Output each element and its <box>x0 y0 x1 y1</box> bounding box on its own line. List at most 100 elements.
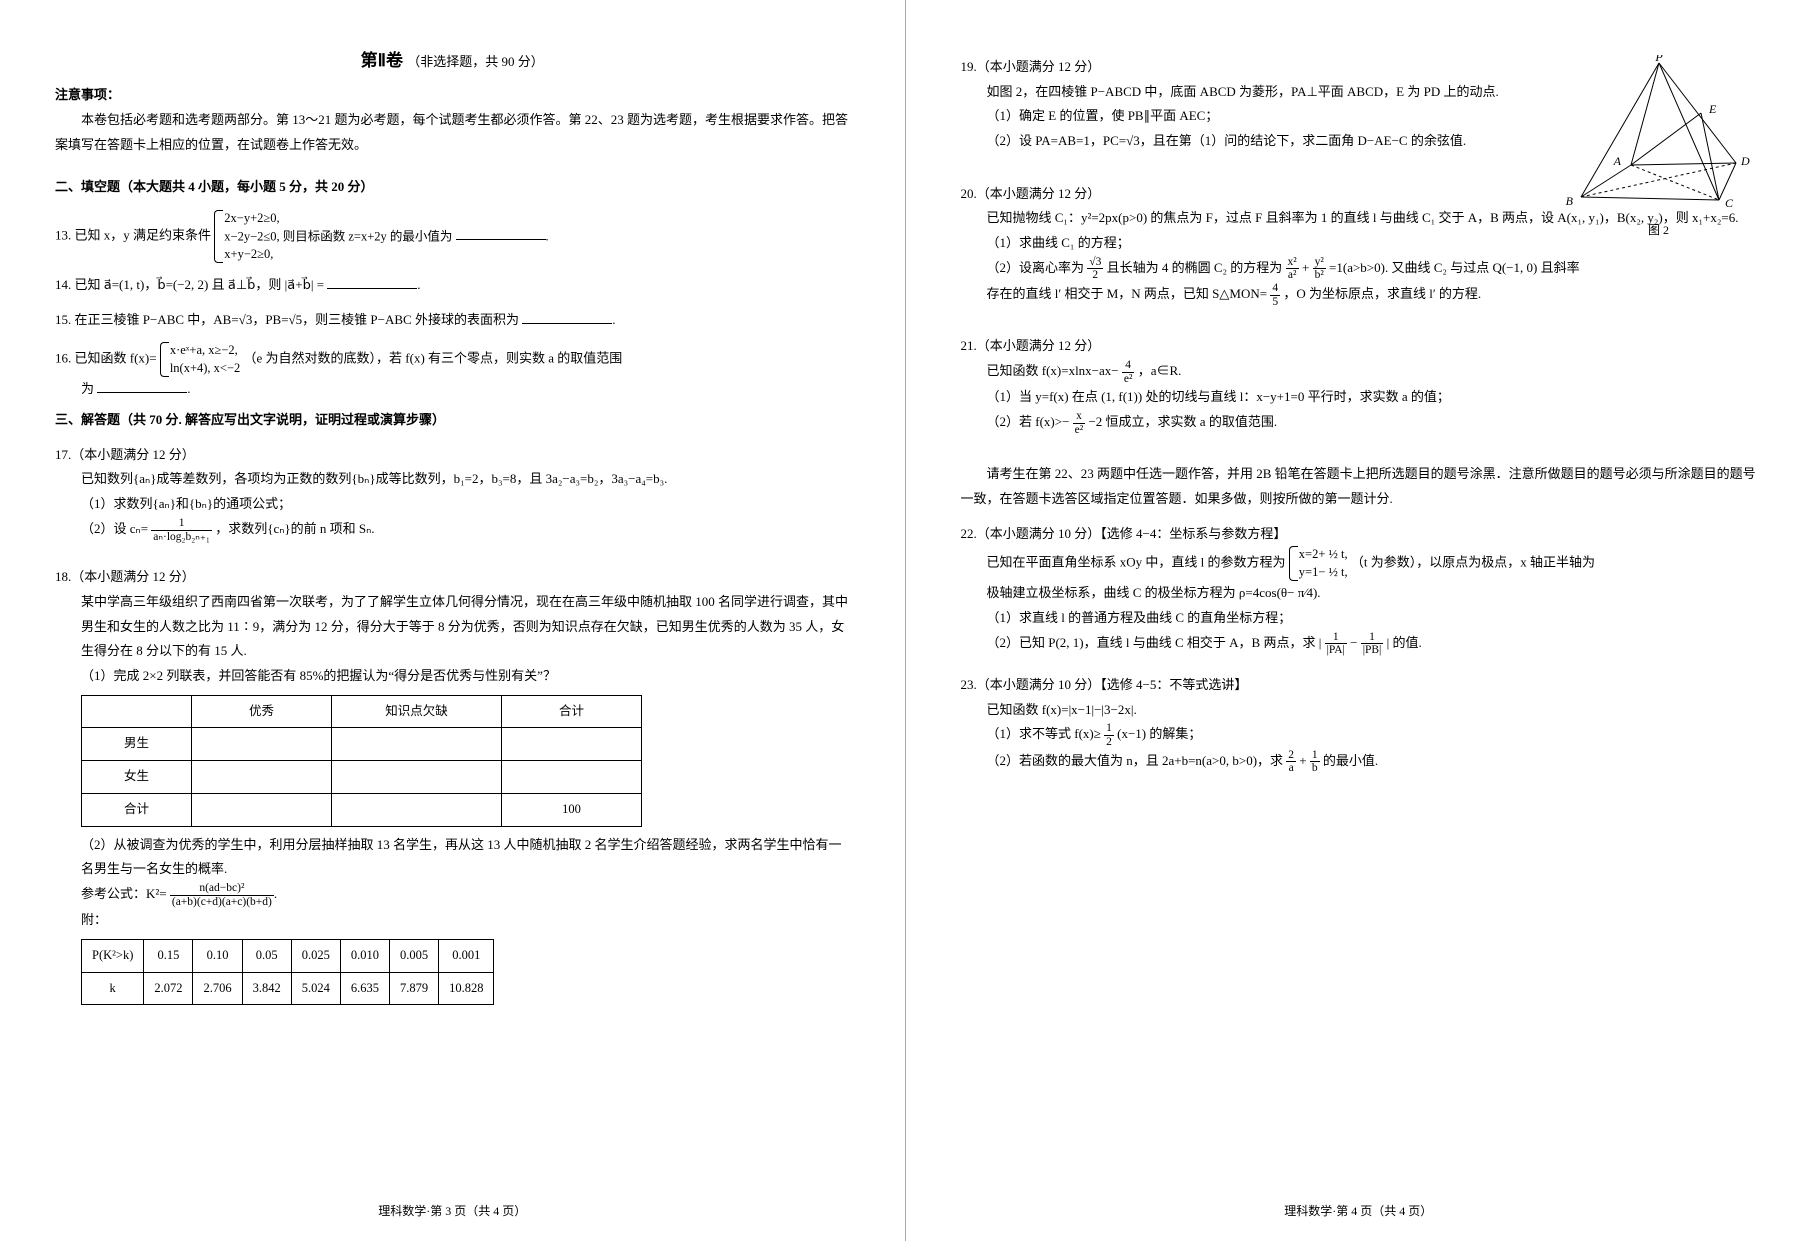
q22-2-abs: | 1|PA| − 1|PB| | <box>1319 635 1389 650</box>
q17-2-num: 1 <box>151 517 212 531</box>
q22-param-bot: y=1− ½ t, <box>1299 564 1348 582</box>
q21-2-post: −2 恒成立，求实数 a 的取值范围. <box>1088 414 1277 429</box>
q14-period: . <box>417 277 420 292</box>
q20-ell-t1d: a² <box>1286 269 1299 282</box>
question-17: 17.（本小题满分 12 分） 已知数列{aₙ}成等差数列，各项均为正数的数列{… <box>55 443 850 543</box>
q20-ell-plus: + <box>1302 260 1309 275</box>
q21-sub-1: （1）当 y=f(x) 在点 (1, f(1)) 处的切线与直线 l：x−y+1… <box>987 385 1757 410</box>
pv-h3: 0.05 <box>242 939 291 972</box>
q23-t2d: b <box>1310 762 1320 775</box>
q21-2-pre: （2）若 f(x)>− <box>987 414 1070 429</box>
q22-ln: 1 <box>1325 631 1347 645</box>
q16-pw-bot: ln(x+4), x<−2 <box>170 360 240 378</box>
ct-r2c3: 100 <box>502 793 642 826</box>
q17-stem: 已知数列{aₙ}成等差数列，各项均为正数的数列{bₙ}成等比数列，b₁=2，b₃… <box>81 467 850 492</box>
pv-h0: P(K²>k) <box>82 939 144 972</box>
ct-r0c3 <box>502 728 642 761</box>
q17-2-frac: 1 aₙ·log₂b₂ₙ₊₁ <box>151 517 212 543</box>
q16-piecewise: x·eˣ+a, x≥−2, ln(x+4), x<−2 <box>160 342 240 377</box>
q20-ell-t1n: x² <box>1286 256 1299 270</box>
figure-2: P E A B C D 图 2 <box>1561 55 1756 241</box>
page-4: P E A B C D 图 2 19.（本小题满分 12 分） 如图 2，在四棱… <box>906 0 1811 1241</box>
ct-r1c1 <box>192 761 332 794</box>
q13-pre: 13. 已知 x，y 满足约束条件 <box>55 228 211 243</box>
answer-section-heading: 三、解答题（共 70 分. 解答应写出文字说明，证明过程或演算步骤） <box>55 408 850 433</box>
q23-t1n: 2 <box>1286 749 1296 763</box>
q22-2-right: 1|PB| <box>1361 631 1384 657</box>
notice-body: 本卷包括必考题和选考题两部分。第 13～21 题为必考题，每个试题考生都必须作答… <box>55 108 850 157</box>
table-row: 合计 100 <box>82 793 642 826</box>
pv-r7: 10.828 <box>439 972 494 1005</box>
part2-title: 第Ⅱ卷 （非选择题，共 90 分） <box>55 45 850 77</box>
q22-2-post: 的值. <box>1392 635 1421 650</box>
q18-formula-num: n(ad−bc)² <box>170 882 274 896</box>
q17-2-den: aₙ·log₂b₂ₙ₊₁ <box>151 531 212 544</box>
page-footer-3: 理科数学·第 3 页（共 4 页） <box>0 1200 905 1223</box>
q15-period: . <box>612 312 615 327</box>
q22-stem-pre: 已知在平面直角坐标系 xOy 中，直线 l 的参数方程为 <box>987 555 1286 570</box>
q23-2-t1: 2a <box>1286 749 1296 775</box>
q18-formula-frac: n(ad−bc)² (a+b)(c+d)(a+c)(b+d) <box>170 882 274 908</box>
ct-r1c0: 女生 <box>82 761 192 794</box>
pv-h5: 0.010 <box>340 939 389 972</box>
q19-sub-1: （1）确定 E 的位置，使 PB∥平面 AEC； <box>987 104 1557 129</box>
q23-2-pre: （2）若函数的最大值为 n，且 2a+b=n(a>0, b>0)，求 <box>987 753 1284 768</box>
q20-ell-t2d: b² <box>1313 269 1326 282</box>
q13-pw-row-1-text: x−2y−2≤0, 则目标函数 z=x+2y 的最小值为 <box>224 229 452 243</box>
pv-r3: 3.842 <box>242 972 291 1005</box>
fig-label-B: B <box>1566 194 1574 208</box>
pv-r6: 7.879 <box>389 972 438 1005</box>
q20-ell-t2n: y² <box>1313 256 1326 270</box>
q19-stem: 如图 2，在四棱锥 P−ABCD 中，底面 ABCD 为菱形，PA⊥平面 ABC… <box>987 80 1557 105</box>
q22-2-minus: − <box>1350 635 1361 650</box>
page-3: 第Ⅱ卷 （非选择题，共 90 分） 注意事项： 本卷包括必考题和选考题两部分。第… <box>0 0 906 1241</box>
q22-param-top: x=2+ ½ t, <box>1299 546 1348 564</box>
ct-r2c0: 合计 <box>82 793 192 826</box>
q17-sub-2: （2）设 cₙ= 1 aₙ·log₂b₂ₙ₊₁ ，求数列{cₙ}的前 n 项和 … <box>81 517 850 543</box>
q21-head: 21.（本小题满分 12 分） <box>961 334 1757 359</box>
notice-heading: 注意事项： <box>55 83 850 108</box>
ct-r1c2 <box>332 761 502 794</box>
ct-h1: 优秀 <box>192 695 332 728</box>
q17-sub-1: （1）求数列{aₙ}和{bₙ}的通项公式； <box>81 492 850 517</box>
q23-t1d: a <box>1286 762 1296 775</box>
q20-2-mid1: 且长轴为 4 的椭圆 C₂ 的方程为 <box>1107 260 1283 275</box>
question-22: 22.（本小题满分 10 分）【选修 4−4：坐标系与参数方程】 已知在平面直角… <box>961 522 1757 657</box>
pv-h6: 0.005 <box>389 939 438 972</box>
question-15: 15. 在正三棱锥 P−ABC 中，AB=√3，PB=√5，则三棱锥 P−ABC… <box>55 308 850 333</box>
q13-pw-row-2: x+y−2≥0, <box>224 246 548 264</box>
q18-p1: 某中学高三年级组织了西南四省第一次联考，为了了解学生立体几何得分情况，现在在高三… <box>81 590 850 664</box>
pv-r5: 6.635 <box>340 972 389 1005</box>
q18-head: 18.（本小题满分 12 分） <box>55 565 850 590</box>
q22-stem-line1: 已知在平面直角坐标系 xOy 中，直线 l 的参数方程为 x=2+ ½ t, y… <box>987 546 1757 581</box>
q21-sf-num: 4 <box>1122 359 1135 373</box>
q22-2-pre: （2）已知 P(2, 1)，直线 l 与曲线 C 相交于 A，B 两点，求 <box>987 635 1316 650</box>
q13-period: . <box>546 229 549 243</box>
pv-h4: 0.025 <box>291 939 340 972</box>
q20-sub-2-line2: 存在的直线 l′ 相交于 M，N 两点，已知 S△MON= 45 ，O 为坐标原… <box>987 282 1757 308</box>
ct-r2c2 <box>332 793 502 826</box>
pv-r0: k <box>82 972 144 1005</box>
fig-label-D: D <box>1740 154 1750 168</box>
question-18: 18.（本小题满分 12 分） 某中学高三年级组织了西南四省第一次联考，为了了解… <box>55 565 850 1005</box>
title-main: 第Ⅱ卷 <box>361 51 403 70</box>
q20-2-e-den: 2 <box>1087 269 1103 282</box>
q22-head: 22.（本小题满分 10 分）【选修 4−4：坐标系与参数方程】 <box>961 522 1757 547</box>
q15-blank <box>522 311 612 324</box>
q16-period: . <box>187 381 190 396</box>
q13-piecewise: 2x−y+2≥0, x−2y−2≤0, 则目标函数 z=x+2y 的最小值为 .… <box>214 210 548 263</box>
fig-label-C: C <box>1725 196 1734 210</box>
question-16: 16. 已知函数 f(x)= x·eˣ+a, x≥−2, ln(x+4), x<… <box>55 342 850 402</box>
q20-2-area-frac: 45 <box>1270 282 1280 308</box>
page-footer-4: 理科数学·第 4 页（共 4 页） <box>906 1200 1811 1223</box>
q23-2-plus: + <box>1299 753 1306 768</box>
q16-mid: （e 为自然对数的底数），若 f(x) 有三个零点，则实数 a 的取值范围 <box>244 351 623 366</box>
elective-note: 请考生在第 22、23 两题中任选一题作答，并用 2B 铅笔在答题卡上把所选题目… <box>961 462 1757 511</box>
q20-2-line2: 存在的直线 l′ 相交于 M，N 两点，已知 S△MON= <box>987 286 1268 301</box>
contingency-table: 优秀 知识点欠缺 合计 男生 女生 合计 100 <box>81 695 642 827</box>
q20-2-ell-t1: x²a² <box>1286 256 1299 282</box>
q16-blank <box>97 380 187 393</box>
q23-1d: 2 <box>1104 736 1114 749</box>
q16-tail: 为 <box>81 381 94 396</box>
q22-ld: |PA| <box>1325 644 1347 657</box>
